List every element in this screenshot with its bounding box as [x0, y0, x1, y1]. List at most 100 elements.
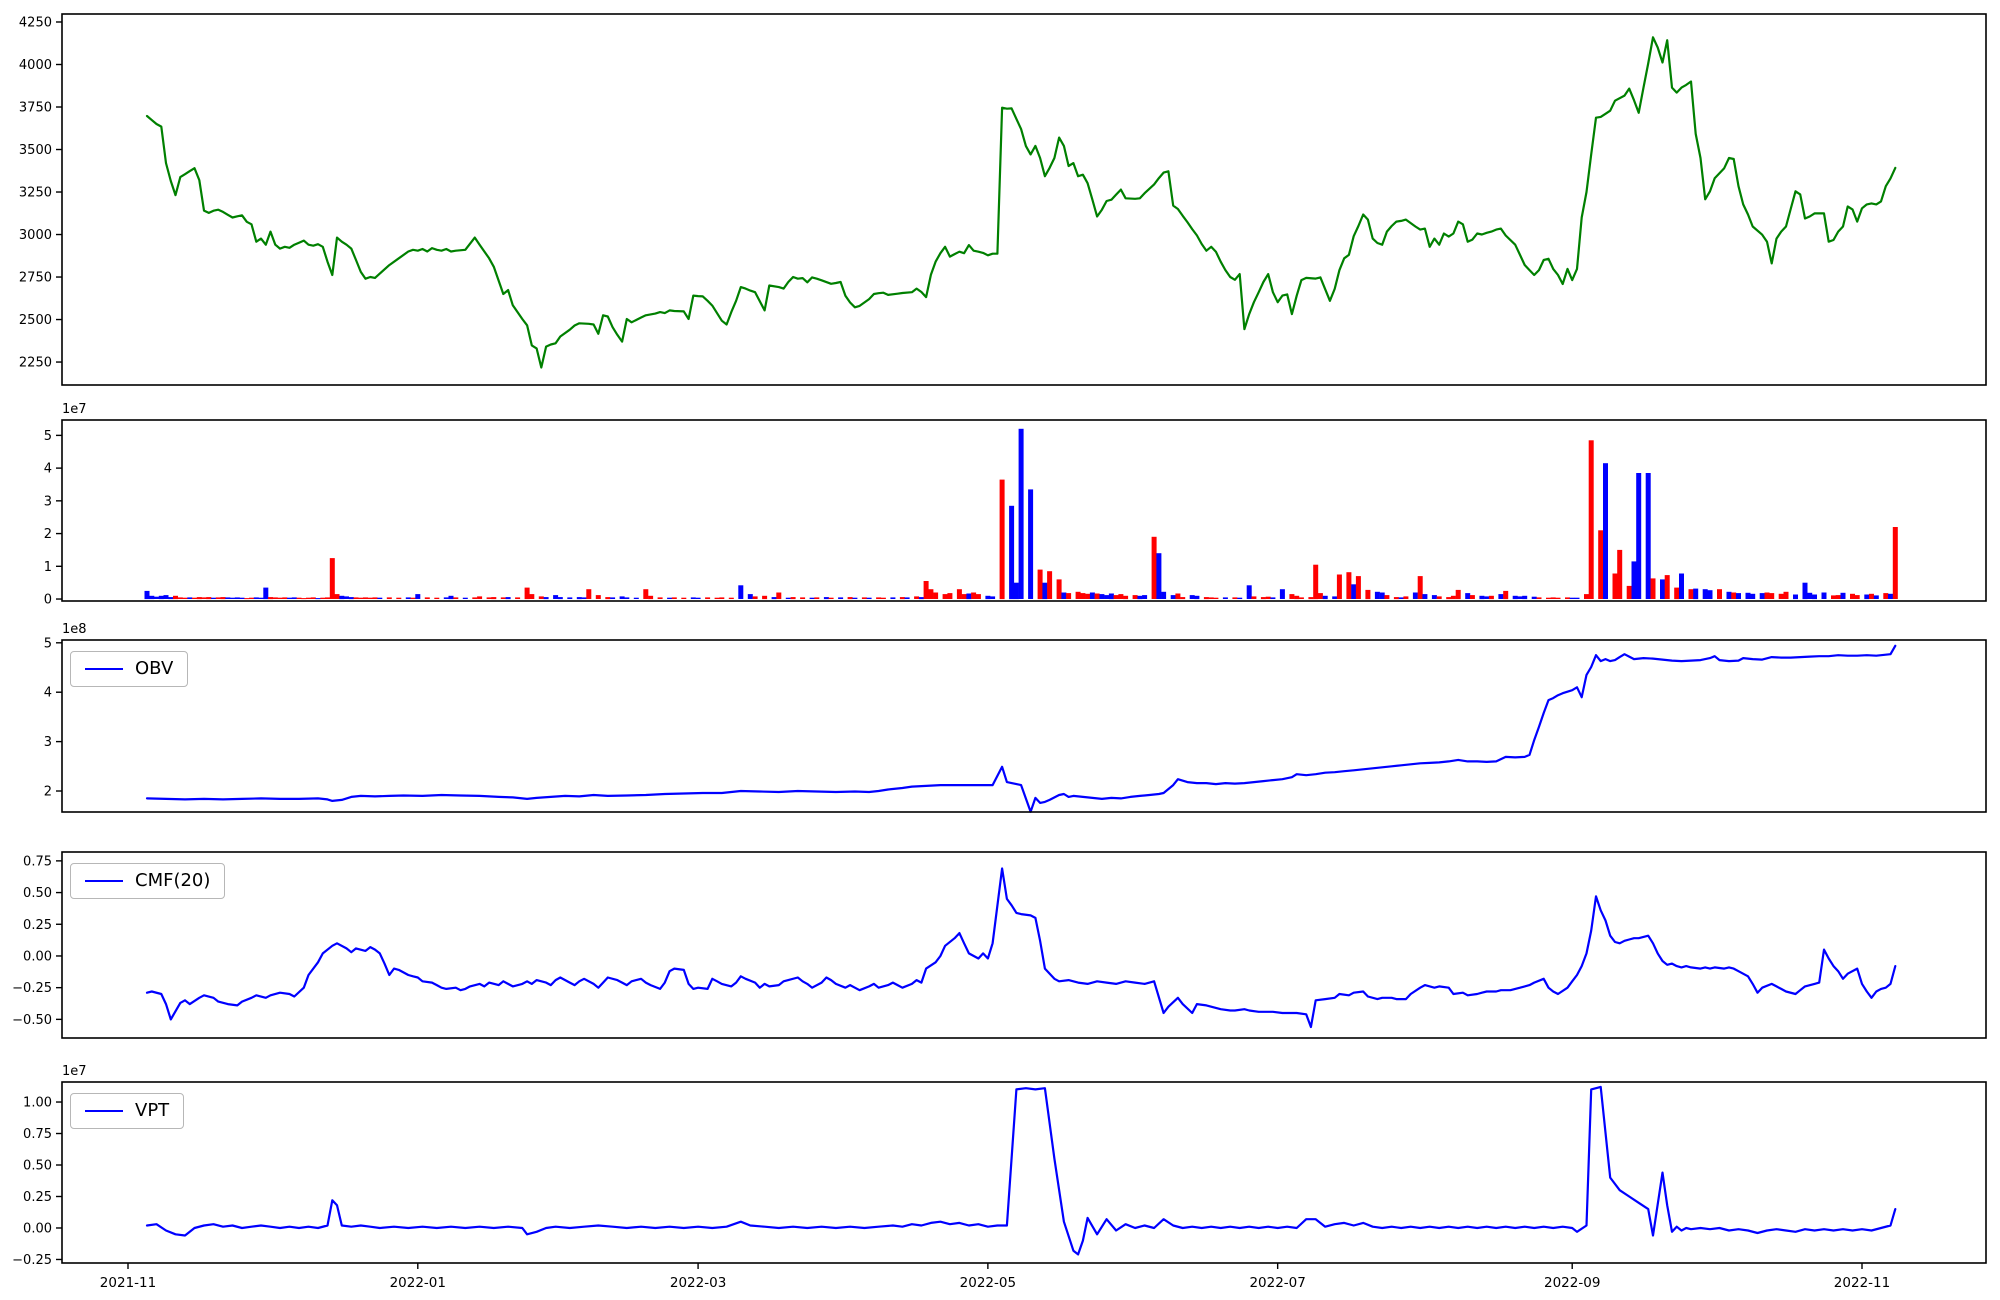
volume-bar	[557, 597, 563, 600]
volume-bar	[1374, 591, 1380, 599]
volume-bar	[1028, 489, 1034, 599]
volume-bar	[1664, 575, 1670, 599]
y-tick-label: −0.50	[12, 1013, 52, 1028]
volume-bar	[1436, 596, 1442, 599]
volume-bar	[605, 597, 611, 600]
y-tick-label: 0.00	[23, 1221, 52, 1236]
y-tick-label: −0.25	[12, 981, 52, 996]
volume-bar	[1726, 591, 1732, 599]
volume-bar	[1812, 594, 1817, 600]
volume-bar	[610, 597, 616, 599]
volume-bar	[1512, 595, 1518, 600]
volume-bar	[1322, 595, 1328, 600]
volume-bar	[880, 597, 886, 599]
volume-bar	[1660, 579, 1665, 599]
volume-bar	[1503, 590, 1509, 600]
volume-bar	[1313, 564, 1319, 600]
volume-bar	[1265, 596, 1271, 599]
volume-bar	[1617, 549, 1623, 599]
volume-bar	[230, 597, 235, 599]
volume-bar	[1479, 595, 1485, 600]
volume-bar	[1232, 597, 1238, 599]
volume-bar	[1170, 595, 1176, 599]
volume-bar	[1365, 589, 1371, 600]
volume-bar	[1308, 597, 1314, 600]
volume-bar	[353, 597, 359, 599]
volume-bar	[524, 587, 530, 600]
volume-bar	[1317, 593, 1323, 599]
volume-bar	[253, 597, 259, 599]
volume-bar	[163, 595, 169, 599]
volume-bar	[648, 595, 654, 600]
x-axis: 2021-11 2022-01 2022-03 2022-05 2022-07 2022-…	[100, 1263, 1890, 1291]
volume-bar	[1156, 553, 1162, 599]
volume-bar	[586, 589, 592, 599]
volume-bar	[971, 592, 977, 599]
volume-bar	[1118, 594, 1124, 599]
volume-bar	[823, 597, 829, 600]
volume-bar	[1888, 593, 1893, 599]
volume-axes-box	[61, 419, 1987, 602]
volume-bar	[144, 590, 150, 600]
volume-bar	[367, 597, 373, 599]
y-tick-label: 3	[44, 494, 52, 509]
cmf-y-axis: 0.75 0.50 0.25 0.00 −0.25 −0.50	[12, 854, 62, 1028]
volume-bar	[538, 596, 544, 599]
volume-bar	[277, 597, 283, 599]
volume-bar	[961, 594, 967, 599]
volume-bar	[999, 479, 1005, 600]
volume-bar	[1854, 595, 1860, 599]
volume-bar	[1175, 593, 1181, 600]
volume-bar	[1883, 593, 1889, 599]
volume-bar	[828, 597, 834, 599]
volume-bar	[633, 597, 639, 599]
y-tick-label: 2750	[19, 271, 52, 286]
volume-bar	[1037, 569, 1043, 600]
volume-bar	[956, 589, 962, 599]
volume-bar	[263, 587, 269, 600]
volume-bar	[220, 597, 226, 600]
volume-bar	[1194, 595, 1200, 600]
volume-bar	[904, 597, 910, 599]
volume-bar	[1840, 592, 1846, 599]
y-tick-label: 3	[44, 735, 52, 750]
y-tick-label: 4000	[19, 58, 52, 73]
volume-bar	[1517, 596, 1523, 599]
volume-bar	[1688, 589, 1694, 599]
volume-bar	[1645, 473, 1651, 599]
cmf-legend-label: CMF(20)	[135, 870, 211, 891]
y-tick-label: 3250	[19, 186, 52, 201]
volume-bar	[1089, 592, 1095, 599]
volume-bar	[211, 597, 216, 599]
volume-bar	[1189, 595, 1195, 599]
volume-bar	[363, 597, 368, 599]
volume-bar	[876, 597, 882, 599]
volume-bar	[705, 597, 711, 599]
volume-bar	[762, 595, 768, 600]
volume-bar	[771, 597, 777, 600]
volume-bar	[529, 594, 535, 599]
volume-bar	[1066, 593, 1072, 599]
volume-bar	[443, 597, 449, 599]
obv-legend-label: OBV	[135, 658, 174, 679]
volume-bar	[306, 597, 311, 599]
y-tick-label: 3000	[19, 228, 52, 243]
volume-bar	[1099, 594, 1105, 599]
volume-bar	[1536, 597, 1542, 599]
volume-bar	[1574, 597, 1580, 599]
volume-bar	[244, 598, 250, 600]
y-tick-label: 0.75	[23, 854, 52, 869]
volume-bar	[1104, 595, 1110, 599]
volume-bar	[1137, 595, 1143, 600]
x-tick-label: 2022-09	[1544, 1275, 1600, 1291]
volume-bar	[1674, 587, 1680, 600]
volume-bar	[1835, 595, 1841, 599]
volume-bar	[728, 597, 734, 599]
panel-price: 2250 2500 2750 3000 3250 3500 3750 4000 4250	[19, 13, 1987, 386]
volume-bar	[1569, 597, 1575, 599]
volume-bar	[790, 597, 796, 600]
volume-bar	[1546, 597, 1551, 599]
volume-bar	[348, 597, 354, 600]
